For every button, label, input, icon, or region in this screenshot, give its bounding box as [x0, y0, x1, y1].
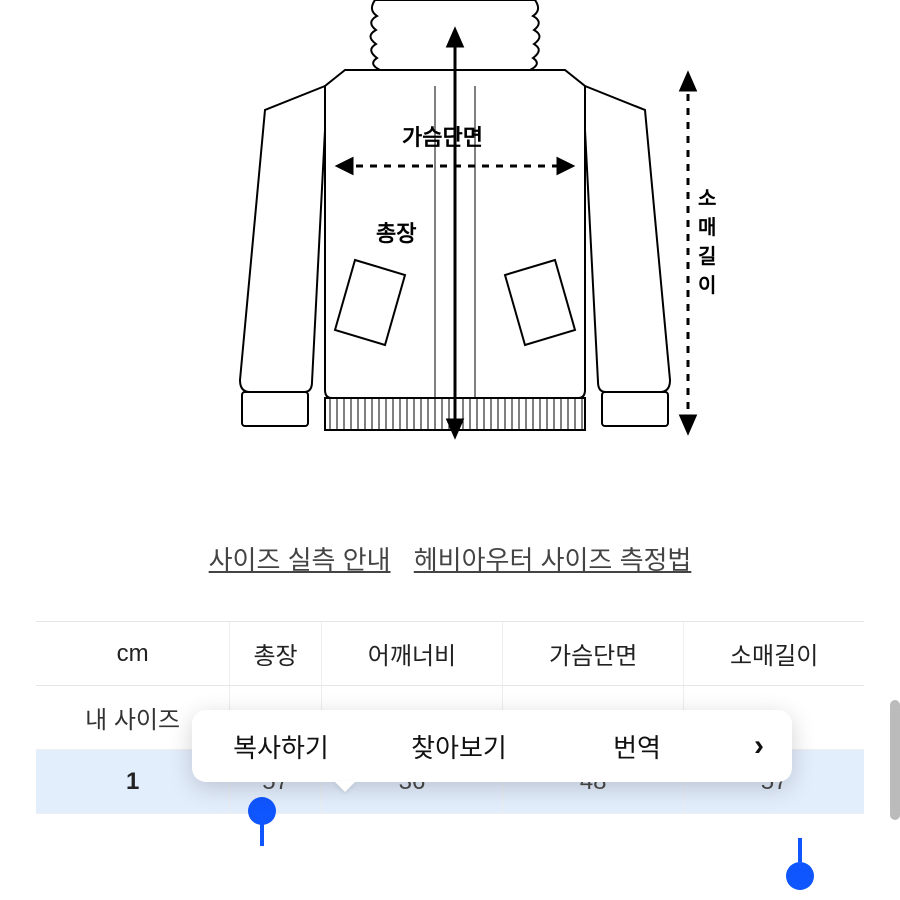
size-diagram: 가슴단면 총장 소매길이 [36, 0, 864, 480]
scrollbar-thumb[interactable] [890, 700, 900, 820]
size-table-unit-header: cm [36, 622, 230, 686]
text-selection-end-handle[interactable] [786, 862, 814, 890]
context-menu-translate[interactable]: 번역 [548, 728, 726, 765]
text-context-menu: 복사하기 찾아보기 번역 › [192, 710, 792, 782]
text-selection-start-caret[interactable] [260, 822, 264, 846]
context-menu-more-icon[interactable]: › [726, 729, 792, 763]
size-table-col-3: 소매길이 [684, 622, 864, 686]
link-size-guide[interactable]: 사이즈 실측 안내 [209, 545, 391, 575]
diagram-label-chest: 가슴단면 [402, 120, 483, 152]
size-table-col-0: 총장 [230, 622, 322, 686]
diagram-label-sleeve: 소매길이 [698, 182, 730, 298]
size-table-col-1: 어깨너비 [321, 622, 502, 686]
text-selection-end-caret[interactable] [798, 838, 802, 862]
context-menu-copy[interactable]: 복사하기 [192, 728, 370, 765]
link-heavy-outer-guide[interactable]: 헤비아우터 사이즈 측정법 [414, 545, 692, 575]
jacket-illustration-svg [170, 0, 730, 460]
context-menu-lookup[interactable]: 찾아보기 [370, 728, 548, 765]
size-table-col-2: 가슴단면 [503, 622, 684, 686]
text-selection-start-handle[interactable] [248, 797, 276, 825]
diagram-label-length: 총장 [376, 216, 416, 248]
